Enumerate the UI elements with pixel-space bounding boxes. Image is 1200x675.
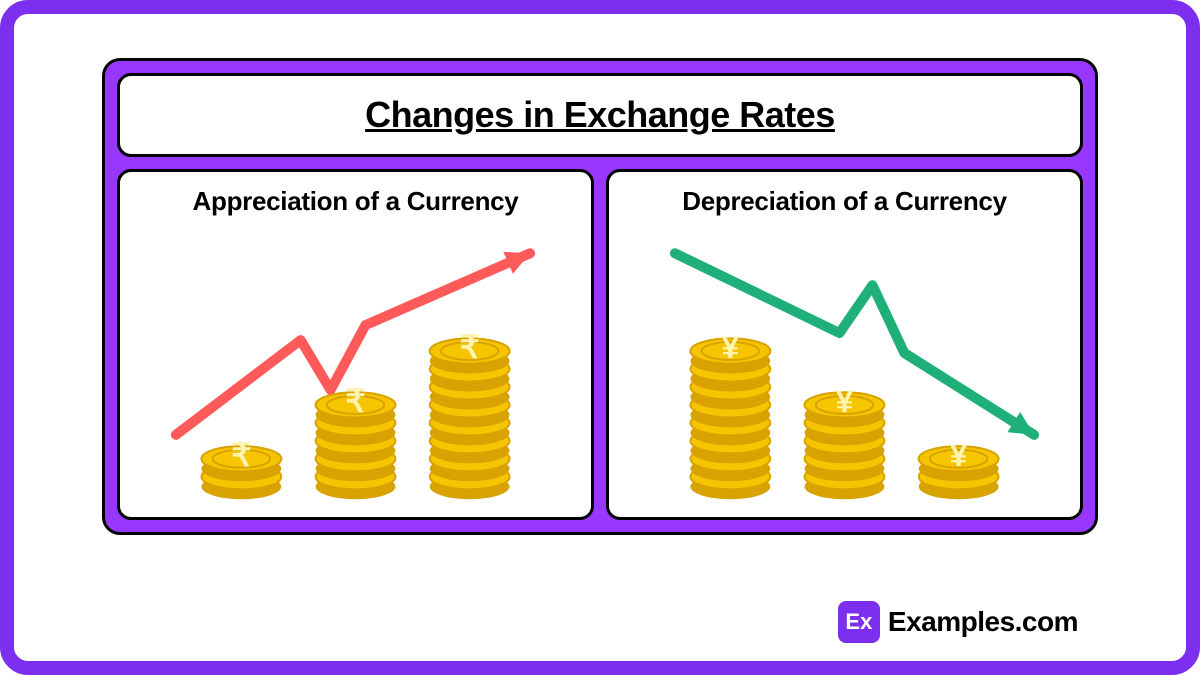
appreciation-title: Appreciation of a Currency	[193, 186, 519, 217]
inner-container: Changes in Exchange Rates Appreciation o…	[102, 58, 1098, 535]
svg-text:₹: ₹	[345, 383, 365, 419]
main-title: Changes in Exchange Rates	[140, 94, 1060, 136]
appreciation-illustration: ₹ ₹ ₹	[136, 225, 575, 505]
footer-logo: Ex Examples.com	[838, 601, 1078, 643]
depreciation-title: Depreciation of a Currency	[682, 186, 1007, 217]
logo-badge-icon: Ex	[838, 601, 880, 643]
appreciation-panel: Appreciation of a Currency ₹ ₹ ₹	[117, 169, 594, 520]
title-box: Changes in Exchange Rates	[117, 73, 1083, 157]
depreciation-illustration: ¥ ¥ ¥	[625, 225, 1064, 505]
svg-text:¥: ¥	[836, 383, 854, 419]
logo-site-text: Examples.com	[888, 606, 1078, 638]
svg-text:₹: ₹	[459, 329, 479, 365]
svg-text:¥: ¥	[950, 437, 968, 473]
depreciation-panel: Depreciation of a Currency ¥ ¥ ¥	[606, 169, 1083, 520]
outer-frame: Changes in Exchange Rates Appreciation o…	[0, 0, 1200, 675]
svg-text:¥: ¥	[721, 329, 739, 365]
svg-text:₹: ₹	[231, 437, 251, 473]
panels-row: Appreciation of a Currency ₹ ₹ ₹ Depreciat…	[117, 169, 1083, 520]
